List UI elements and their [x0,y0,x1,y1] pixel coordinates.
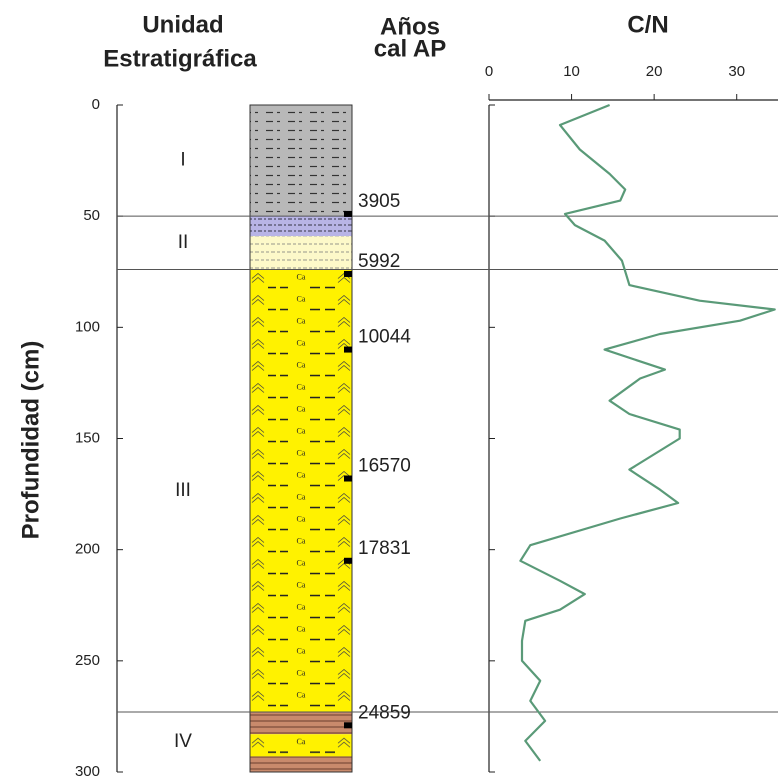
age-label: 16570 [358,456,411,477]
age-marker [344,210,352,217]
age-marker [344,475,352,482]
header-age: cal AP [374,35,446,62]
y-tick-label: 100 [75,318,100,335]
x-tick-label: 10 [563,63,580,80]
layer [250,236,352,270]
header-unit: Unidad [142,11,223,38]
layer [250,216,352,237]
cn-line [519,103,776,762]
y-tick-label: 200 [75,541,100,558]
y-tick-label: 50 [83,207,100,224]
unit-label: II [178,232,189,253]
age-label: 24859 [358,702,411,723]
x-tick-label: 20 [646,63,663,80]
header-age: Años [380,13,440,40]
header-unit: Estratigráfica [103,45,257,72]
y-tick-label: 0 [92,96,100,113]
header-cn: C/N [627,11,668,38]
age-marker [344,270,352,277]
age-label: 17831 [358,538,411,559]
age-marker [344,346,352,353]
layer [250,105,352,217]
x-tick-label: 30 [728,63,745,80]
layer [250,756,352,772]
age-label: 5992 [358,251,400,272]
age-label: 3905 [358,191,400,212]
column-border [249,104,353,773]
layer [250,711,352,735]
age-label: 10044 [358,327,411,348]
unit-label: IV [174,731,192,752]
unit-label: I [180,150,185,171]
y-axis-label: Profundidad (cm) [17,341,44,540]
age-marker [344,722,352,729]
y-tick-label: 250 [75,652,100,669]
layer [250,734,352,757]
age-marker [344,557,352,564]
x-tick-label: 0 [485,63,493,80]
y-tick-label: 150 [75,429,100,446]
unit-label: III [175,480,191,501]
layer [250,269,352,712]
y-tick-label: 300 [75,763,100,780]
